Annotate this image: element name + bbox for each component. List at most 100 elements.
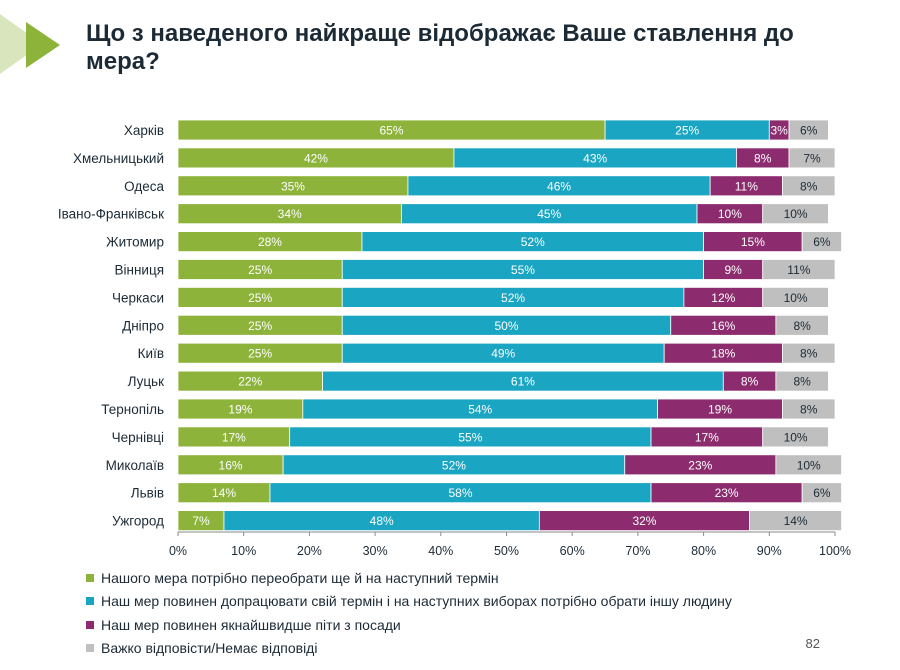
legend-label: Наш мер повинен допрацювати свій термін … xyxy=(101,593,732,610)
legend-swatch xyxy=(86,620,94,629)
bar-segment xyxy=(775,314,829,336)
data-label: 48% xyxy=(370,514,394,528)
data-label: 34% xyxy=(278,207,302,221)
data-label: 25% xyxy=(675,124,699,138)
data-label: 11% xyxy=(787,263,810,277)
data-label: 19% xyxy=(708,403,732,417)
category-label: Вінниця xyxy=(115,263,165,278)
bar-segment xyxy=(775,454,842,476)
x-tick-label: 0% xyxy=(169,544,187,558)
data-label: 10% xyxy=(784,430,808,444)
bar-segment xyxy=(801,482,842,504)
data-label: 61% xyxy=(511,375,535,389)
legend-item: Важко відповісти/Немає відповіді xyxy=(86,637,846,661)
bar-segment xyxy=(782,342,836,364)
data-label: 55% xyxy=(511,263,535,277)
data-label: 28% xyxy=(258,235,282,249)
legend-label: Наш мер повинен якнайшвидше піти з посад… xyxy=(101,616,401,633)
bar-segment xyxy=(788,147,836,169)
category-label: Миколаїв xyxy=(106,458,164,473)
data-label: 17% xyxy=(695,430,719,444)
accent-triangle-shadow xyxy=(0,14,42,74)
data-label: 11% xyxy=(735,179,758,193)
data-label: 65% xyxy=(380,124,404,138)
data-label: 16% xyxy=(219,458,243,472)
data-label: 7% xyxy=(192,514,210,528)
data-label: 8% xyxy=(741,375,759,389)
data-label: 16% xyxy=(711,319,735,333)
legend-item: Наш мер повинен допрацювати свій термін … xyxy=(86,590,846,614)
category-label: Івано-Франківськ xyxy=(58,207,164,222)
chart-legend: Нашого мера потрібно переобрати ще й на … xyxy=(86,566,846,660)
x-tick-label: 50% xyxy=(494,544,519,558)
data-label: 18% xyxy=(711,347,735,361)
category-label: Одеса xyxy=(124,179,164,194)
x-tick-label: 30% xyxy=(363,544,388,558)
data-label: 7% xyxy=(803,151,821,165)
category-label: Чернівці xyxy=(112,430,164,445)
x-tick-label: 40% xyxy=(428,544,453,558)
data-label: 14% xyxy=(212,486,236,500)
data-label: 3% xyxy=(770,124,788,138)
data-label: 15% xyxy=(741,235,765,249)
data-label: 52% xyxy=(521,235,545,249)
data-label: 8% xyxy=(793,375,811,389)
data-label: 10% xyxy=(784,291,808,305)
legend-item: Нашого мера потрібно переобрати ще й на … xyxy=(86,566,846,590)
data-label: 8% xyxy=(800,347,818,361)
data-label: 55% xyxy=(458,430,482,444)
bar-segment xyxy=(762,426,829,448)
data-label: 6% xyxy=(800,124,818,138)
x-tick-label: 60% xyxy=(560,544,585,558)
bar-segment xyxy=(782,175,836,197)
bar-segment xyxy=(782,398,836,420)
data-label: 45% xyxy=(537,207,561,221)
data-label: 49% xyxy=(491,347,515,361)
category-label: Київ xyxy=(138,346,164,361)
legend-swatch xyxy=(86,573,94,582)
data-label: 25% xyxy=(248,347,272,361)
data-label: 42% xyxy=(304,151,328,165)
category-label: Харків xyxy=(124,123,164,138)
data-label: 8% xyxy=(800,179,818,193)
category-label: Житомир xyxy=(106,235,164,250)
data-label: 25% xyxy=(248,319,272,333)
data-label: 52% xyxy=(501,291,525,305)
legend-label: Важко відповісти/Немає відповіді xyxy=(101,640,318,657)
legend-item: Наш мер повинен якнайшвидше піти з посад… xyxy=(86,613,846,637)
data-label: 6% xyxy=(813,486,831,500)
data-label: 32% xyxy=(632,514,656,528)
legend-label: Нашого мера потрібно переобрати ще й на … xyxy=(101,569,499,586)
data-label: 35% xyxy=(281,179,305,193)
data-label: 46% xyxy=(547,179,571,193)
data-label: 9% xyxy=(724,263,742,277)
data-label: 43% xyxy=(583,151,607,165)
category-label: Львів xyxy=(131,486,164,501)
bar-segment xyxy=(762,286,829,308)
category-label: Тернопіль xyxy=(101,402,164,417)
x-tick-label: 100% xyxy=(819,544,851,558)
bar-segment xyxy=(801,231,842,253)
category-label: Хмельницький xyxy=(73,151,164,166)
bar-segment xyxy=(775,370,829,392)
data-label: 19% xyxy=(228,403,252,417)
data-label: 23% xyxy=(688,458,712,472)
x-tick-label: 70% xyxy=(625,544,650,558)
data-label: 14% xyxy=(784,514,808,528)
data-label: 25% xyxy=(248,291,272,305)
x-tick-label: 90% xyxy=(757,544,782,558)
slide-title: Що з наведеного найкраще відображає Ваше… xyxy=(86,20,794,75)
bar-segment xyxy=(762,259,836,280)
data-label: 8% xyxy=(793,319,811,333)
bar-segment xyxy=(762,203,829,225)
data-label: 10% xyxy=(718,207,742,221)
data-label: 12% xyxy=(711,291,735,305)
data-label: 10% xyxy=(784,207,808,221)
data-label: 6% xyxy=(813,235,831,249)
data-label: 8% xyxy=(754,151,772,165)
x-tick-label: 20% xyxy=(297,544,322,558)
category-label: Ужгород xyxy=(112,514,164,529)
data-label: 25% xyxy=(248,263,272,277)
page-number: 82 xyxy=(805,636,820,651)
legend-swatch xyxy=(86,644,94,653)
